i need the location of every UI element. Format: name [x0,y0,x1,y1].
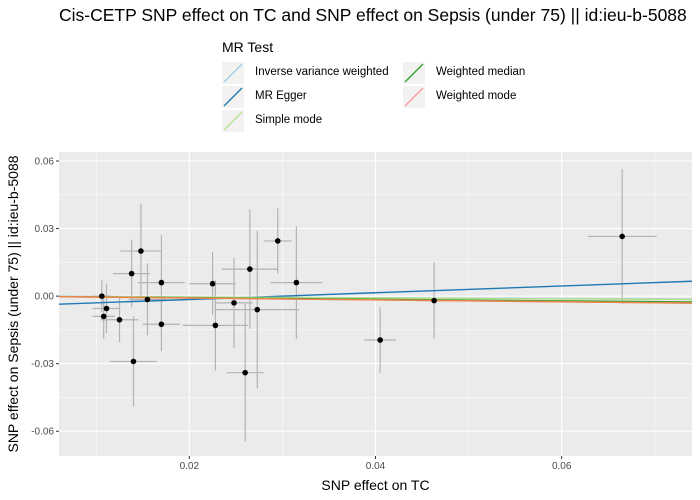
data-point [242,369,248,376]
legend-label-weighted-mode: Weighted mode [436,90,517,102]
legend-key-ivw [222,62,244,84]
data-point [128,270,135,277]
data-point [158,279,165,286]
x-tick-label: 0.04 [366,461,386,472]
data-point [158,321,165,328]
data-point [138,248,144,254]
legend-label-weighted-median: Weighted median [436,66,526,78]
y-axis-title: SNP effect on Sepsis (under 75) || id:ie… [5,155,21,452]
legend-label-mr-egger: MR Egger [255,90,307,102]
data-point [377,337,383,343]
data-point [293,279,300,286]
y-tick-label: -0.06 [31,427,54,438]
data-point [274,238,281,244]
legend: MR Test Inverse variance weighted MR Egg… [221,38,561,138]
data-point [99,293,105,299]
chart-title: Cis-CETP SNP effect on TC and SNP effect… [59,5,687,25]
legend-title: MR Test [222,39,274,55]
line-mr-egger [59,280,692,305]
x-axis-title: SNP effect on TC [321,477,429,493]
data-point [254,306,261,313]
x-tick-label: 0.06 [552,461,572,472]
data-point [209,280,216,287]
y-tick-label: 0.00 [35,292,55,303]
data-point [431,297,437,304]
data-point [116,316,123,323]
y-tick-label: -0.03 [31,359,54,370]
data-point [103,305,110,312]
y-tick-label: 0.03 [35,224,55,235]
legend-key-weighted-median [403,62,425,84]
line-weighted-mode [59,295,692,304]
legend-key-mr-egger [222,86,244,108]
legend-label-ivw: Inverse variance weighted [255,66,389,78]
y-tick-label: 0.06 [35,157,55,168]
data-point [231,300,237,306]
x-tick-label: 0.02 [180,461,200,472]
legend-key-weighted-mode [403,86,425,108]
data-point [130,358,137,365]
data-point [144,296,151,303]
legend-label-simple-mode: Simple mode [255,114,323,126]
data-point [100,313,107,320]
data-point [619,233,625,240]
data-point [212,322,219,329]
data-point [247,266,253,272]
legend-key-simple-mode [222,110,244,132]
